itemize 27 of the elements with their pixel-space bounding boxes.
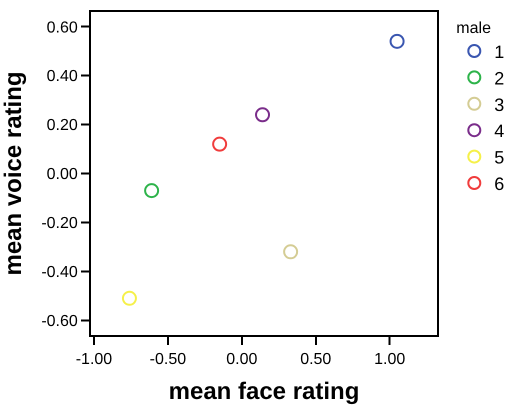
y-tick-label: -0.20 [41, 215, 78, 232]
legend-title: male [456, 20, 492, 37]
point [122, 290, 137, 306]
y-axis-title: mean voice rating [0, 71, 27, 276]
legend-label: 6 [494, 174, 504, 194]
legend-label: 1 [494, 42, 504, 62]
x-axis-title: mean face rating [168, 378, 360, 405]
x-tick-label: 1.00 [374, 351, 406, 368]
y-tick-label: -0.60 [41, 312, 78, 330]
legend-label: 3 [494, 94, 504, 115]
point [255, 107, 270, 122]
point [390, 34, 405, 49]
legend-label: 5 [494, 148, 504, 168]
y-tick-label: 0.00 [46, 166, 78, 184]
y-tick-label: 0.60 [46, 19, 78, 36]
x-tick-label: 0.50 [300, 351, 332, 368]
point [144, 183, 160, 198]
x-tick-label: 0.00 [226, 351, 258, 368]
legend-label: 4 [494, 121, 504, 142]
y-tick-label: 0.20 [46, 117, 78, 134]
point [283, 244, 298, 260]
point [212, 136, 228, 152]
y-tick-label: -0.40 [41, 264, 78, 281]
x-tick-label: -0.50 [150, 351, 186, 368]
x-tick-label: -1.00 [76, 351, 112, 368]
y-tick-label: 0.40 [46, 68, 78, 86]
legend-label: 2 [494, 68, 504, 88]
